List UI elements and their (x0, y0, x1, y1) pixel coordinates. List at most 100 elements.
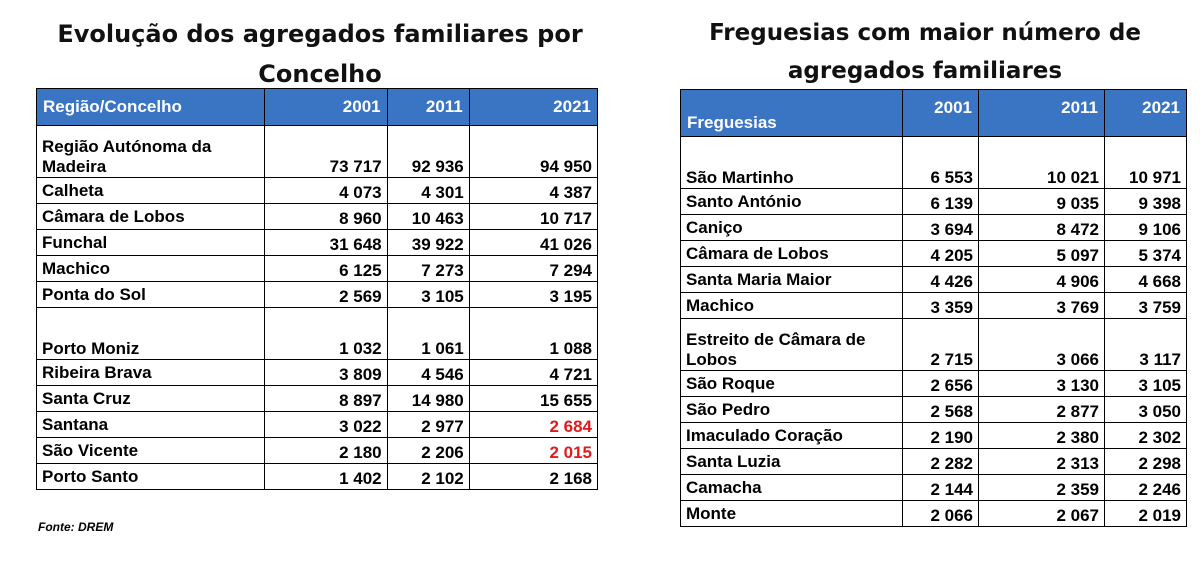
cell-2021: 41 026 (468, 229, 599, 256)
table-row: São Vicente 2 180 2 206 2 015 (35, 437, 599, 464)
row-name-cell: Machico (680, 292, 903, 319)
source-note: Fonte: DREM (38, 520, 114, 534)
cell-2011: 3 769 (978, 292, 1105, 319)
row-name-cell: Machico (35, 255, 266, 282)
cell-2001: 6 125 (264, 255, 388, 282)
table-row: Machico 3 359 3 769 3 759 (680, 292, 1187, 319)
cell-2021: 1 088 (468, 307, 599, 360)
cell-2001: 6 139 (902, 188, 979, 215)
row-name-cell: Porto Santo (35, 463, 266, 490)
cell-2011: 2 380 (978, 422, 1105, 449)
column-header-2021: 2021 (468, 88, 599, 126)
cell-2021: 94 950 (468, 125, 599, 178)
column-header-2011: 2011 (978, 89, 1105, 137)
table-row: Câmara de Lobos 8 960 10 463 10 717 (35, 203, 599, 230)
cell-2021: 5 374 (1104, 240, 1187, 267)
table-header-row: Freguesias 2001 2011 2021 (680, 89, 1187, 137)
cell-2001: 8 960 (264, 203, 388, 230)
cell-2011: 2 313 (978, 448, 1105, 475)
cell-2011: 4 546 (386, 359, 470, 386)
cell-2011: 3 105 (386, 281, 470, 308)
cell-2011: 8 472 (978, 214, 1105, 241)
column-header-region: Região/Concelho (35, 88, 266, 126)
column-header-2001: 2001 (264, 88, 388, 126)
cell-2011: 2 977 (386, 411, 470, 438)
cell-2011: 10 463 (386, 203, 470, 230)
table-row: Santa Maria Maior 4 426 4 906 4 668 (680, 266, 1187, 293)
cell-2001: 3 022 (264, 411, 388, 438)
cell-2011: 2 067 (978, 500, 1105, 527)
row-name-cell: Santa Cruz (35, 385, 266, 412)
table-row: Santana 3 022 2 977 2 684 (35, 411, 599, 438)
concelho-households-table: Região/Concelho 2001 2011 2021 Região Au… (35, 88, 599, 490)
cell-2011: 3 066 (978, 318, 1105, 371)
cell-2011: 1 061 (386, 307, 470, 360)
table-row: Santa Luzia 2 282 2 313 2 298 (680, 448, 1187, 475)
table-row: Camacha 2 144 2 359 2 246 (680, 474, 1187, 501)
cell-2021: 2 168 (468, 463, 599, 490)
row-name-cell: Câmara de Lobos (680, 240, 903, 267)
cell-2001: 4 073 (264, 177, 388, 204)
cell-2001: 6 553 (902, 136, 979, 189)
row-name-cell: Santo António (680, 188, 903, 215)
cell-2011: 2 877 (978, 396, 1105, 423)
row-name-cell: Porto Moniz (35, 307, 266, 360)
row-name-cell: Região Autónoma da Madeira (35, 125, 266, 178)
table-row: Ribeira Brava 3 809 4 546 4 721 (35, 359, 599, 386)
cell-2011: 39 922 (386, 229, 470, 256)
cell-2001: 3 359 (902, 292, 979, 319)
row-name-cell: São Roque (680, 370, 903, 397)
cell-2021: 10 971 (1104, 136, 1187, 189)
cell-2021: 4 721 (468, 359, 599, 386)
row-name-cell: Ponta do Sol (35, 281, 266, 308)
cell-2001: 73 717 (264, 125, 388, 178)
cell-2021: 2 302 (1104, 422, 1187, 449)
cell-2021: 10 717 (468, 203, 599, 230)
cell-2001: 2 656 (902, 370, 979, 397)
cell-2021: 3 759 (1104, 292, 1187, 319)
cell-2011: 5 097 (978, 240, 1105, 267)
cell-2001: 2 282 (902, 448, 979, 475)
right-table-title: Freguesias com maior número de agregados… (709, 20, 1141, 84)
cell-2001: 3 809 (264, 359, 388, 386)
cell-2011: 2 359 (978, 474, 1105, 501)
left-table-title: Evolução dos agregados familiares por Co… (57, 20, 583, 88)
freguesia-households-table: Freguesias 2001 2011 2021 São Martinho 6 … (680, 89, 1187, 527)
row-name-cell: Funchal (35, 229, 266, 256)
cell-2011: 3 130 (978, 370, 1105, 397)
row-name-cell: Câmara de Lobos (35, 203, 266, 230)
cell-2021: 9 106 (1104, 214, 1187, 241)
cell-2021: 3 050 (1104, 396, 1187, 423)
cell-2001: 2 715 (902, 318, 979, 371)
cell-2001: 4 205 (902, 240, 979, 267)
table-row: São Pedro 2 568 2 877 3 050 (680, 396, 1187, 423)
table-row: São Roque 2 656 3 130 3 105 (680, 370, 1187, 397)
row-name-cell: São Pedro (680, 396, 903, 423)
cell-2021: 7 294 (468, 255, 599, 282)
row-name-cell: Camacha (680, 474, 903, 501)
table-row: Caniço 3 694 8 472 9 106 (680, 214, 1187, 241)
row-name-cell: Calheta (35, 177, 266, 204)
cell-2011: 4 906 (978, 266, 1105, 293)
table-row: Porto Santo 1 402 2 102 2 168 (35, 463, 599, 490)
row-name-cell: São Martinho (680, 136, 903, 189)
cell-2001: 1 032 (264, 307, 388, 360)
table-row: Estreito de Câmara de Lobos 2 715 3 066 3 1… (680, 318, 1187, 371)
cell-2001: 2 144 (902, 474, 979, 501)
table-row: Porto Moniz 1 032 1 061 1 088 (35, 307, 599, 360)
cell-2011: 4 301 (386, 177, 470, 204)
table-row: Machico 6 125 7 273 7 294 (35, 255, 599, 282)
table-row: Monte 2 066 2 067 2 019 (680, 500, 1187, 527)
table-row: Região Autónoma da Madeira 73 717 92 936 94… (35, 125, 599, 178)
table-row: Câmara de Lobos 4 205 5 097 5 374 (680, 240, 1187, 267)
row-name-cell: Caniço (680, 214, 903, 241)
cell-2021: 2 015 (468, 437, 599, 464)
cell-2021: 2 246 (1104, 474, 1187, 501)
cell-2011: 14 980 (386, 385, 470, 412)
table-row: Calheta 4 073 4 301 4 387 (35, 177, 599, 204)
cell-2001: 31 648 (264, 229, 388, 256)
cell-2011: 7 273 (386, 255, 470, 282)
cell-2021: 15 655 (468, 385, 599, 412)
cell-2011: 10 021 (978, 136, 1105, 189)
cell-2021: 4 668 (1104, 266, 1187, 293)
